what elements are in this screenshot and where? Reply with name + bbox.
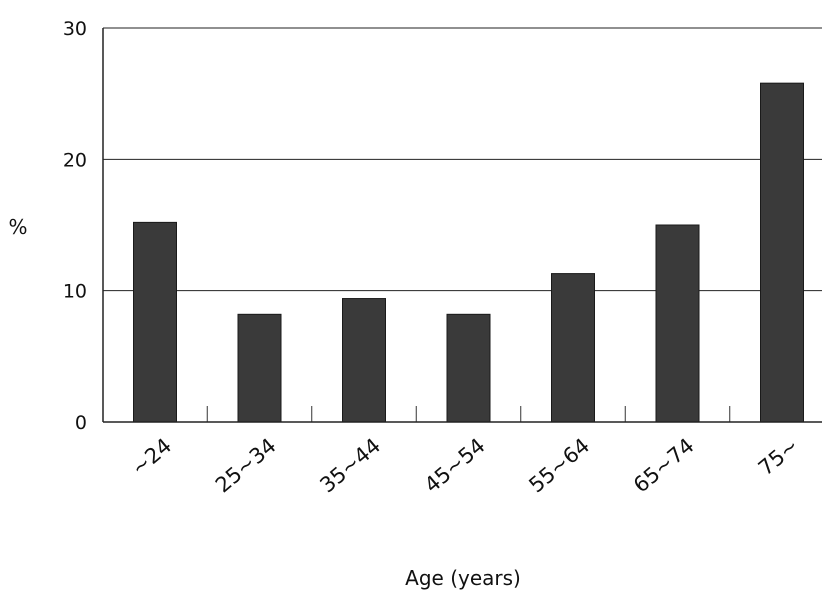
y-tick-labels: 0 10 20 30	[63, 18, 87, 434]
x-category-label: ~24	[127, 433, 176, 480]
y-axis-title: %	[8, 215, 27, 239]
bar	[760, 82, 804, 423]
x-category-label: 75~	[754, 433, 803, 480]
x-category-label: 25~34	[211, 433, 281, 497]
y-tick-label: 10	[63, 281, 87, 303]
y-tick-label: 30	[63, 18, 87, 40]
gridlines	[103, 27, 822, 292]
x-category-label: 55~64	[524, 433, 594, 497]
x-category-label: 65~74	[629, 433, 699, 497]
bar	[237, 313, 282, 423]
x-axis-ticks	[206, 406, 731, 422]
bar	[551, 273, 595, 423]
y-tick-label: 20	[63, 149, 87, 171]
x-category-labels: ~24 25~34 35~44 45~54 55~64 65~74 75~	[127, 433, 803, 497]
x-category-label: 35~44	[315, 433, 385, 497]
bar	[133, 221, 177, 423]
y-tick-label: 0	[75, 412, 87, 434]
bar	[655, 224, 700, 423]
x-category-label: 45~54	[420, 433, 490, 497]
bars	[133, 82, 804, 423]
x-axis-title: Age (years)	[405, 566, 521, 590]
bar	[342, 298, 386, 423]
bar	[446, 313, 491, 423]
